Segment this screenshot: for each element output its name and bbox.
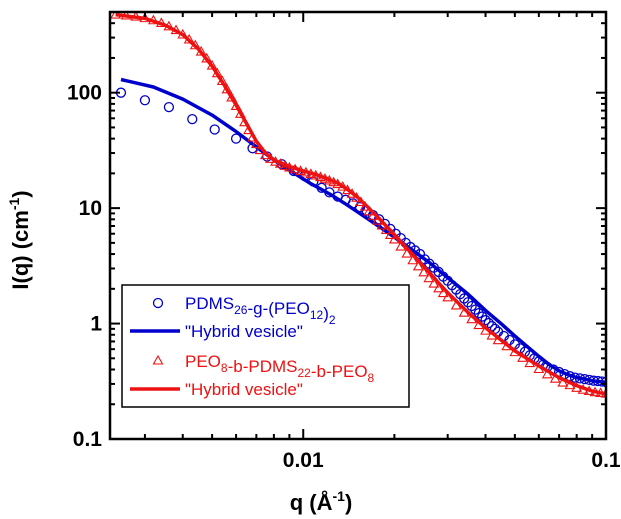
legend-label-part: -b-PDMS <box>228 357 298 376</box>
data-point-triangle <box>412 260 424 271</box>
data-point-circle <box>470 304 481 315</box>
data-point-circle <box>462 297 474 308</box>
legend-label: "Hybrid vesicle" <box>185 322 303 341</box>
data-point-triangle <box>428 277 440 288</box>
data-point-circle <box>187 113 198 125</box>
legend-label-part: -g-(PEO <box>247 299 309 318</box>
chart-data-layer <box>110 12 606 398</box>
legend-box <box>121 284 410 408</box>
data-point-triangle <box>423 272 435 283</box>
data-point-circle <box>480 315 491 326</box>
x-tick-label: 0.01 <box>283 449 324 472</box>
data-point-triangle <box>418 266 430 277</box>
data-point-circle <box>466 300 477 312</box>
data-point-circle <box>477 311 488 322</box>
y-tick-label: 10 <box>79 197 102 220</box>
y-tick-label: 0.1 <box>73 428 103 451</box>
series-line-1 <box>120 77 606 385</box>
legend-label-part: 26 <box>234 303 248 317</box>
chart-axes: 0.01 0.1 100 10 1 0.1 <box>67 10 621 472</box>
x-axis-title: q (Å-1) <box>290 488 353 515</box>
legend-label: PDMS26-g-(PEO12)2 <box>185 294 336 327</box>
data-point-circle <box>209 124 220 135</box>
legend-marker-circle <box>152 297 164 309</box>
data-point-circle <box>230 133 242 144</box>
legend-label-part: ) <box>323 304 329 323</box>
legend-label-part: -b-PEO <box>311 362 368 381</box>
legend-label: PEO8-b-PDMS22-b-PEO8 <box>185 352 375 385</box>
legend-marker-triangle <box>152 354 164 365</box>
legend-label-part: "Hybrid vesicle" <box>185 380 303 399</box>
legend-label-part: "Hybrid vesicle" <box>185 322 303 341</box>
legend-label-part: PDMS <box>185 294 234 313</box>
data-point-circle <box>483 317 494 329</box>
data-point-circle <box>163 101 175 113</box>
legend-label-part: PEO <box>185 352 221 371</box>
data-point-triangle <box>407 254 419 265</box>
legend-label: "Hybrid vesicle" <box>185 380 303 399</box>
data-point-circle <box>459 293 470 304</box>
chart-legend: PDMS26-g-(PEO12)2"Hybrid vesicle"PEO8-b-… <box>121 284 410 408</box>
data-point-circle <box>139 95 151 106</box>
data-point-triangle <box>230 100 242 110</box>
legend-label-part: 8 <box>368 371 375 385</box>
legend-label-part: 12 <box>310 308 324 322</box>
data-point-circle <box>473 308 484 319</box>
series-line-3 <box>115 12 606 396</box>
y-tick-label: 1 <box>90 313 102 336</box>
legend-label-part: 2 <box>329 313 336 327</box>
y-axis-title: I(q) (cm-1) <box>6 190 33 289</box>
legend-label-part: 22 <box>298 366 312 380</box>
y-tick-label: 100 <box>67 82 102 105</box>
legend-label-part: 8 <box>221 361 228 375</box>
x-tick-label: 0.1 <box>591 449 621 472</box>
